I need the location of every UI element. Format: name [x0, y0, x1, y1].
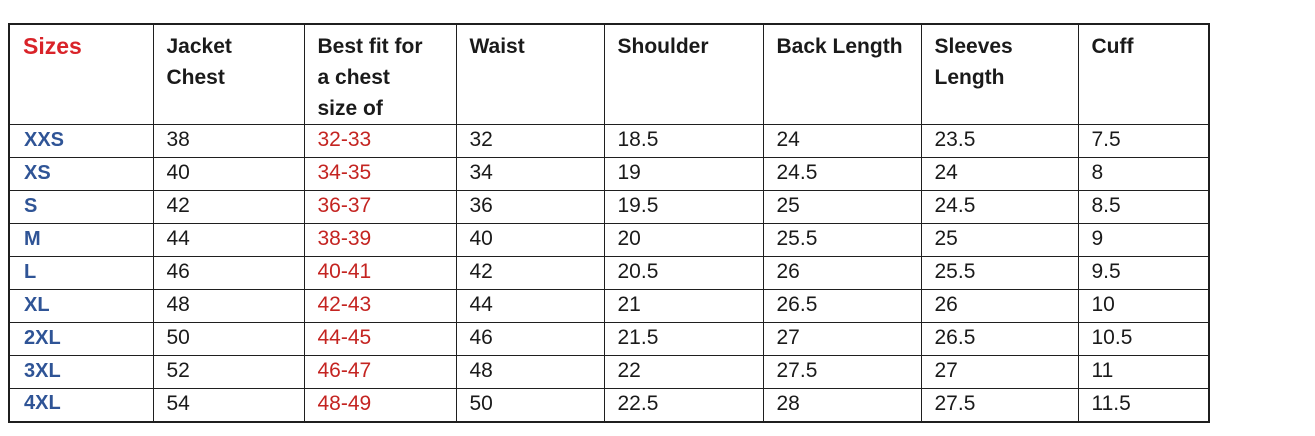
cuff-cell: 7.5 [1077, 124, 1210, 158]
col-header-cuff: Cuff [1077, 23, 1210, 125]
best-fit-cell: 40-41 [303, 256, 457, 290]
col-header-waist: Waist [455, 23, 605, 125]
cuff-cell: 8.5 [1077, 190, 1210, 224]
col-header-shoulder: Shoulder [603, 23, 764, 125]
cuff-cell: 9.5 [1077, 256, 1210, 290]
shoulder-cell: 20 [603, 223, 764, 257]
table-row: 4XL 54 48-49 50 22.5 28 27.5 11.5 [8, 388, 1210, 422]
jacket-chest-cell: 48 [152, 289, 305, 323]
size-cell: S [8, 190, 154, 224]
sleeves-length-cell: 24 [920, 157, 1079, 191]
cuff-cell: 10.5 [1077, 322, 1210, 356]
best-fit-cell: 36-37 [303, 190, 457, 224]
sleeves-length-cell: 23.5 [920, 124, 1079, 158]
waist-cell: 50 [455, 388, 605, 422]
back-length-cell: 27.5 [762, 355, 922, 389]
shoulder-cell: 18.5 [603, 124, 764, 158]
size-cell: 3XL [8, 355, 154, 389]
best-fit-cell: 48-49 [303, 388, 457, 422]
col-header-back-length: Back Length [762, 23, 922, 125]
header-row: Sizes Jacket Chest Best fit for a chest … [8, 23, 1210, 125]
col-header-best-fit: Best fit for a chest size of [303, 23, 457, 125]
jacket-chest-cell: 38 [152, 124, 305, 158]
col-header-jacket-chest: Jacket Chest [152, 23, 305, 125]
table-row: 3XL 52 46-47 48 22 27.5 27 11 [8, 355, 1210, 389]
best-fit-cell: 32-33 [303, 124, 457, 158]
shoulder-cell: 21 [603, 289, 764, 323]
jacket-chest-cell: 46 [152, 256, 305, 290]
back-length-cell: 25.5 [762, 223, 922, 257]
size-cell: 4XL [8, 388, 154, 422]
shoulder-cell: 22 [603, 355, 764, 389]
table-row: XL 48 42-43 44 21 26.5 26 10 [8, 289, 1210, 323]
size-cell: L [8, 256, 154, 290]
back-length-cell: 26 [762, 256, 922, 290]
best-fit-cell: 42-43 [303, 289, 457, 323]
table-row: XS 40 34-35 34 19 24.5 24 8 [8, 157, 1210, 191]
back-length-cell: 24 [762, 124, 922, 158]
waist-cell: 48 [455, 355, 605, 389]
waist-cell: 42 [455, 256, 605, 290]
back-length-cell: 28 [762, 388, 922, 422]
cuff-cell: 9 [1077, 223, 1210, 257]
cuff-cell: 10 [1077, 289, 1210, 323]
shoulder-cell: 19.5 [603, 190, 764, 224]
sleeves-length-cell: 26.5 [920, 322, 1079, 356]
jacket-chest-cell: 50 [152, 322, 305, 356]
shoulder-cell: 22.5 [603, 388, 764, 422]
best-fit-cell: 46-47 [303, 355, 457, 389]
sleeves-length-cell: 27 [920, 355, 1079, 389]
waist-cell: 32 [455, 124, 605, 158]
waist-cell: 44 [455, 289, 605, 323]
sleeves-length-cell: 24.5 [920, 190, 1079, 224]
best-fit-cell: 38-39 [303, 223, 457, 257]
size-cell: M [8, 223, 154, 257]
sleeves-length-cell: 27.5 [920, 388, 1079, 422]
cuff-cell: 11 [1077, 355, 1210, 389]
cuff-cell: 11.5 [1077, 388, 1210, 422]
cuff-cell: 8 [1077, 157, 1210, 191]
best-fit-cell: 44-45 [303, 322, 457, 356]
jacket-chest-cell: 54 [152, 388, 305, 422]
col-header-sizes: Sizes [8, 23, 154, 125]
back-length-cell: 24.5 [762, 157, 922, 191]
col-header-sleeves-length: Sleeves Length [920, 23, 1079, 125]
shoulder-cell: 21.5 [603, 322, 764, 356]
size-cell: 2XL [8, 322, 154, 356]
table-row: M 44 38-39 40 20 25.5 25 9 [8, 223, 1210, 257]
sleeves-length-cell: 25 [920, 223, 1079, 257]
shoulder-cell: 20.5 [603, 256, 764, 290]
table-row: 2XL 50 44-45 46 21.5 27 26.5 10.5 [8, 322, 1210, 356]
jacket-chest-cell: 40 [152, 157, 305, 191]
size-cell: XS [8, 157, 154, 191]
size-cell: XXS [8, 124, 154, 158]
jacket-chest-cell: 52 [152, 355, 305, 389]
jacket-chest-cell: 42 [152, 190, 305, 224]
size-cell: XL [8, 289, 154, 323]
back-length-cell: 26.5 [762, 289, 922, 323]
shoulder-cell: 19 [603, 157, 764, 191]
back-length-cell: 27 [762, 322, 922, 356]
table-row: L 46 40-41 42 20.5 26 25.5 9.5 [8, 256, 1210, 290]
table-row: XXS 38 32-33 32 18.5 24 23.5 7.5 [8, 124, 1210, 158]
table-row: S 42 36-37 36 19.5 25 24.5 8.5 [8, 190, 1210, 224]
jacket-chest-cell: 44 [152, 223, 305, 257]
sleeves-length-cell: 25.5 [920, 256, 1079, 290]
best-fit-cell: 34-35 [303, 157, 457, 191]
size-chart-table: Sizes Jacket Chest Best fit for a chest … [8, 23, 1210, 423]
back-length-cell: 25 [762, 190, 922, 224]
waist-cell: 36 [455, 190, 605, 224]
sleeves-length-cell: 26 [920, 289, 1079, 323]
waist-cell: 34 [455, 157, 605, 191]
waist-cell: 46 [455, 322, 605, 356]
waist-cell: 40 [455, 223, 605, 257]
